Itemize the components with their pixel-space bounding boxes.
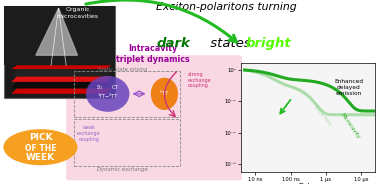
Text: weak
exchange
coupling: weak exchange coupling [77, 125, 101, 142]
Text: Bare film: Bare film [313, 105, 332, 127]
Text: $^5$TT: $^5$TT [159, 89, 170, 98]
Text: strong
exchange
coupling: strong exchange coupling [188, 72, 212, 88]
Text: WEEK: WEEK [26, 153, 55, 162]
Polygon shape [36, 8, 77, 55]
Text: $S_1$: $S_1$ [96, 83, 103, 92]
Ellipse shape [151, 78, 178, 110]
X-axis label: Delay: Delay [298, 183, 318, 184]
Text: Exciton-polaritons turning: Exciton-polaritons turning [156, 2, 297, 12]
Polygon shape [11, 76, 112, 82]
FancyBboxPatch shape [66, 55, 242, 180]
Text: Microcavity: Microcavity [340, 113, 361, 140]
Circle shape [3, 129, 77, 165]
Text: Enhanced
delayed
emission: Enhanced delayed emission [334, 79, 363, 96]
Text: OF THE: OF THE [25, 144, 56, 153]
Text: PICK: PICK [29, 133, 52, 141]
Text: $^1\!$TT$-^5\!$TT: $^1\!$TT$-^5\!$TT [97, 92, 118, 101]
Text: Intracavity
triplet dynamics: Intracavity triplet dynamics [116, 44, 190, 63]
Text: Organic
microcavities: Organic microcavities [56, 7, 99, 19]
Polygon shape [11, 69, 112, 76]
Polygon shape [11, 65, 112, 69]
Polygon shape [11, 88, 112, 94]
Text: Dynamic exchange: Dynamic exchange [98, 167, 148, 171]
FancyBboxPatch shape [4, 6, 115, 98]
Text: CT: CT [112, 85, 119, 90]
FancyBboxPatch shape [4, 6, 115, 65]
Text: bright: bright [246, 37, 291, 50]
Ellipse shape [86, 76, 129, 112]
Polygon shape [11, 82, 112, 88]
Text: dark: dark [157, 37, 191, 50]
Text: states: states [206, 37, 255, 50]
Text: Static state mixing: Static state mixing [98, 66, 147, 72]
